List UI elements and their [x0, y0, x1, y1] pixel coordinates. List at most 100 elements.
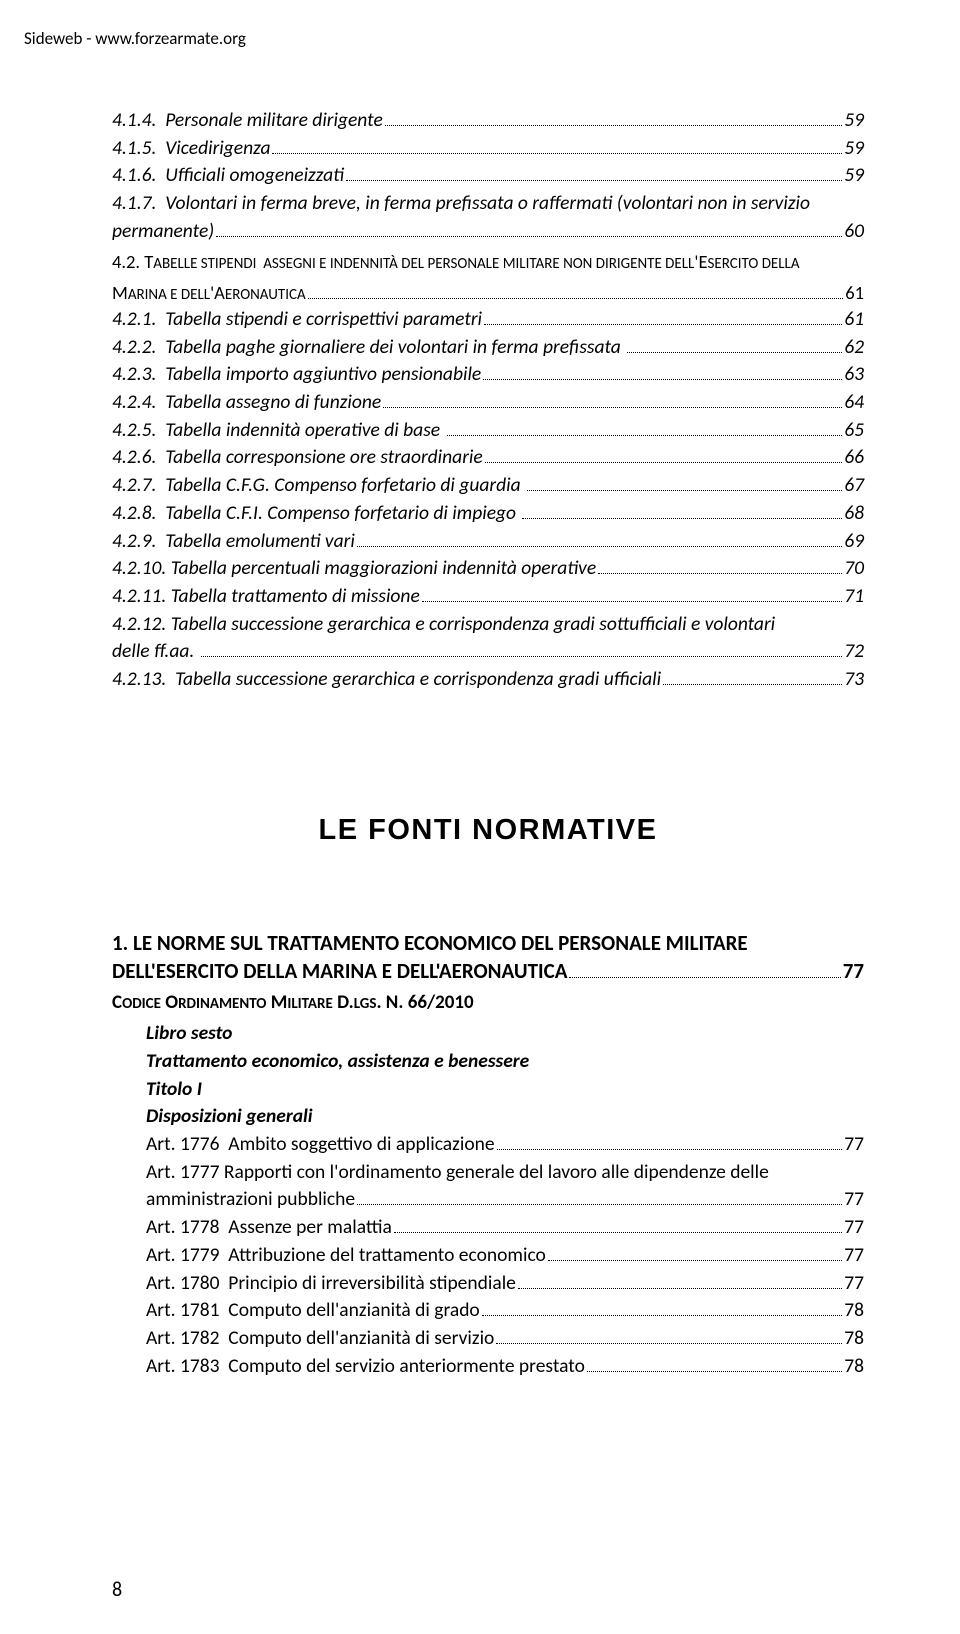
toc-entry: 4.2.2. Tabella paghe giornaliere dei vol…: [112, 334, 864, 362]
toc-label: 4.2. TABELLE STIPENDI ASSEGNI E INDENNIT…: [112, 250, 800, 273]
article-page: 77: [844, 1131, 864, 1159]
stub-line: Titolo I: [112, 1076, 864, 1104]
dot-leader: [483, 362, 842, 381]
page: Sideweb - www.forzearmate.org 4.1.4. Per…: [0, 0, 960, 1634]
article-page: 78: [844, 1297, 864, 1325]
toc-entry: 4.2.10. Tabella percentuali maggiorazion…: [112, 555, 864, 583]
toc-label: 4.2.6. Tabella corresponsione ore straor…: [112, 444, 483, 472]
toc-entry: 4.2.6. Tabella corresponsione ore straor…: [112, 444, 864, 472]
dot-leader: [496, 1325, 842, 1344]
article-entry: Art. 1780 Principio di irreversibilità s…: [112, 1270, 864, 1298]
page-number: 8: [112, 1578, 122, 1602]
article-label: amministrazioni pubbliche: [146, 1186, 355, 1214]
toc-page: 59: [844, 162, 864, 190]
toc-page: 72: [844, 638, 864, 666]
toc-label: 4.2.13. Tabella successione gerarchica e…: [112, 666, 661, 694]
toc-group-41x: 4.1.4. Personale militare dirigente 59 4…: [112, 107, 864, 245]
stub-line: Disposizioni generali: [112, 1103, 864, 1131]
article-entry: Art. 1778 Assenze per malattia 77: [112, 1214, 864, 1242]
toc-label: 4.2.8. Tabella C.F.I. Compenso forfetari…: [112, 500, 520, 528]
article-label: Art. 1778 Assenze per malattia: [146, 1214, 392, 1242]
article-label: Art. 1780 Principio di irreversibilità s…: [146, 1270, 516, 1298]
dot-leader: [663, 666, 842, 685]
toc-entry: 4.2.3. Tabella importo aggiuntivo pensio…: [112, 361, 864, 389]
article-label: Art. 1782 Computo dell'anzianità di serv…: [146, 1325, 494, 1353]
toc-page: 64: [844, 389, 864, 417]
toc-label: 4.2.4. Tabella assegno di funzione: [112, 389, 381, 417]
toc-label: 4.2.5. Tabella indennità operative di ba…: [112, 417, 445, 445]
toc-section-42: 4.2. TABELLE STIPENDI ASSEGNI E INDENNIT…: [112, 249, 864, 275]
toc-label: 4.1.6. Ufficiali omogeneizzati: [112, 162, 344, 190]
article-page: 77: [844, 1270, 864, 1298]
toc-page: 61: [845, 280, 864, 306]
article-entry: Art. 1781 Computo dell'anzianità di grad…: [112, 1297, 864, 1325]
toc-page: 60: [844, 218, 864, 246]
stub-line: Libro sesto: [112, 1020, 864, 1048]
toc-label: 4.1.7. Volontari in ferma breve, in ferm…: [112, 191, 810, 215]
dot-leader: [522, 500, 842, 519]
toc-entry: 4.2.9. Tabella emolumenti vari 69: [112, 528, 864, 556]
toc-page: 65: [844, 417, 864, 445]
article-label: Art. 1783 Computo del servizio anteriorm…: [146, 1353, 585, 1381]
article-entry-cont: amministrazioni pubbliche 77: [112, 1186, 864, 1214]
dot-leader: [598, 556, 842, 575]
toc-page: 67: [844, 472, 864, 500]
toc-entry: 4.2.12. Tabella successione gerarchica e…: [112, 611, 864, 639]
toc-label: MARINA E DELL'AERONAUTICA: [112, 280, 306, 306]
toc-page: 62: [844, 334, 864, 362]
dot-leader: [394, 1215, 842, 1234]
stub-line: Trattamento economico, assistenza e bene…: [112, 1048, 864, 1076]
toc-label: permanente): [112, 218, 214, 246]
toc-page: 59: [844, 135, 864, 163]
dot-leader: [497, 1132, 843, 1151]
toc-entry: 4.1.6. Ufficiali omogeneizzati 59: [112, 162, 864, 190]
h1-label: DELL'ESERCITO DELLA MARINA E DELL'AERONA…: [112, 957, 567, 985]
toc-label: 4.2.2. Tabella paghe giornaliere dei vol…: [112, 334, 625, 362]
article-label: Art. 1776 Ambito soggettivo di applicazi…: [146, 1131, 495, 1159]
toc-label: 4.2.9. Tabella emolumenti vari: [112, 528, 355, 556]
dot-leader: [383, 390, 842, 409]
toc-page: 66: [844, 444, 864, 472]
article-label: Art. 1777 Rapporti con l'ordinamento gen…: [146, 1160, 769, 1184]
article-label: Art. 1781 Computo dell'anzianità di grad…: [146, 1297, 480, 1325]
dot-leader: [484, 306, 842, 325]
dot-leader: [216, 218, 842, 237]
toc-label: 4.1.5. Vicedirigenza: [112, 135, 270, 163]
toc-entry: 4.2.7. Tabella C.F.G. Compenso forfetari…: [112, 472, 864, 500]
toc-page: 61: [844, 306, 864, 334]
codice-line: CODICE ORDINAMENTO MILITARE D.LGS. N. 66…: [112, 991, 864, 1014]
h1-entry: 1. LE NORME SUL TRATTAMENTO ECONOMICO DE…: [112, 929, 864, 957]
toc-label: 4.2.1. Tabella stipendi e corrispettivi …: [112, 306, 482, 334]
dot-leader: [272, 135, 842, 154]
dot-leader: [447, 417, 843, 436]
toc-entry: 4.2.4. Tabella assegno di funzione 64: [112, 389, 864, 417]
toc-page: 73: [844, 666, 864, 694]
dot-leader: [518, 1270, 842, 1289]
document-url-header: Sideweb - www.forzearmate.org: [24, 28, 864, 49]
toc-page: 69: [844, 528, 864, 556]
section-title: LE FONTI NORMATIVE: [112, 814, 864, 847]
toc-section-42-cont: MARINA E DELL'AERONAUTICA 61: [112, 280, 864, 306]
dot-leader: [308, 281, 844, 299]
toc-group-42x: 4.2.1. Tabella stipendi e corrispettivi …: [112, 306, 864, 694]
dot-leader: [346, 163, 842, 182]
toc-entry-cont: delle ff.aa. 72: [112, 638, 864, 666]
article-label: Art. 1779 Attribuzione del trattamento e…: [146, 1242, 546, 1270]
toc-label: 4.2.10. Tabella percentuali maggiorazion…: [112, 555, 596, 583]
toc-page: 71: [844, 583, 864, 611]
toc-entry: 4.1.5. Vicedirigenza 59: [112, 135, 864, 163]
dot-leader: [357, 528, 842, 547]
toc-page: 70: [844, 555, 864, 583]
toc-entry: 4.2.8. Tabella C.F.I. Compenso forfetari…: [112, 500, 864, 528]
toc-label: 4.2.12. Tabella successione gerarchica e…: [112, 612, 775, 636]
toc-entry: 4.2.5. Tabella indennità operative di ba…: [112, 417, 864, 445]
dot-leader: [422, 583, 842, 602]
article-entry: Art. 1783 Computo del servizio anteriorm…: [112, 1353, 864, 1381]
article-entry: Art. 1776 Ambito soggettivo di applicazi…: [112, 1131, 864, 1159]
toc-label: 4.2.3. Tabella importo aggiuntivo pensio…: [112, 361, 481, 389]
toc-page: 63: [844, 361, 864, 389]
toc-entry-cont: permanente) 60: [112, 218, 864, 246]
dot-leader: [485, 445, 843, 464]
article-entry: Art. 1777 Rapporti con l'ordinamento gen…: [112, 1159, 864, 1187]
toc-label: 4.1.4. Personale militare dirigente: [112, 107, 383, 135]
